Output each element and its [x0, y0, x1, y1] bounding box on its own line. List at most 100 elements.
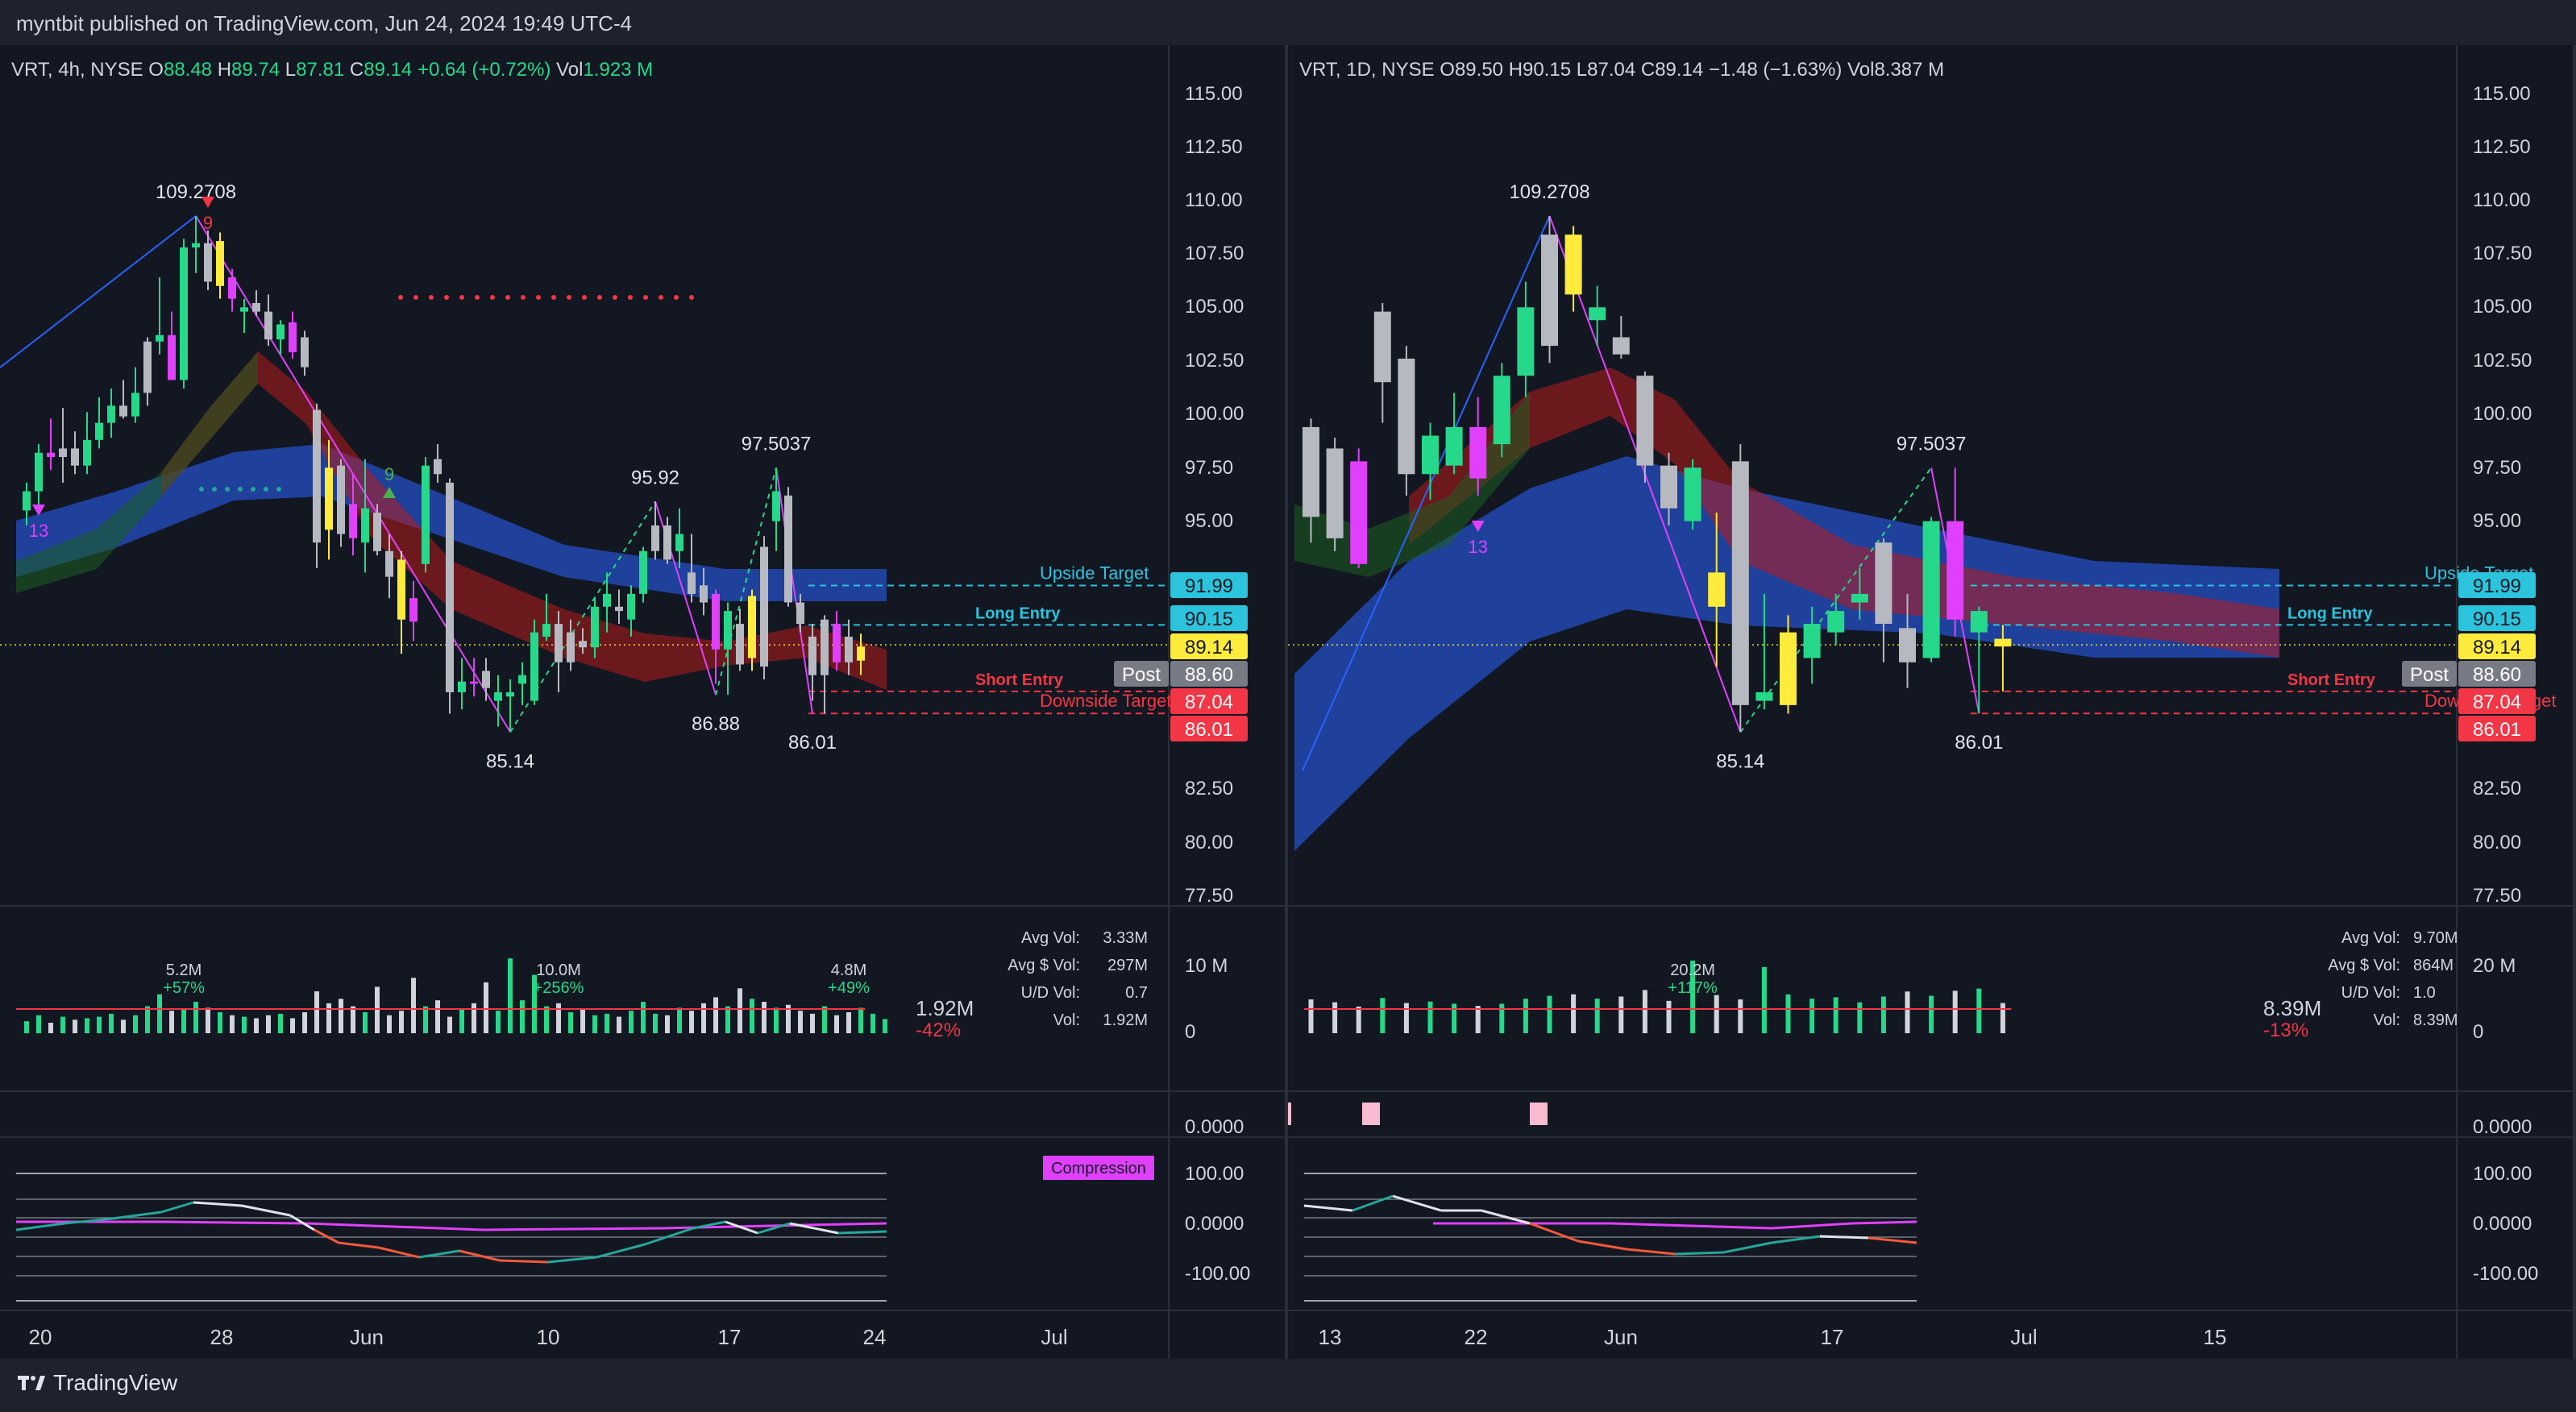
footer-brand: TradingView [53, 1370, 178, 1395]
volume-bar [278, 1013, 283, 1033]
volume-bar [1308, 999, 1314, 1033]
candle-body [1636, 376, 1654, 466]
ohlc-part: O [1440, 59, 1455, 81]
volume-bar [846, 1012, 851, 1033]
candle-body [857, 646, 865, 661]
time-tick: 17 [718, 1325, 742, 1349]
volume-bar [1642, 990, 1647, 1033]
ohlc-part: H [1509, 59, 1523, 81]
ohlc-part: 90.15 [1523, 59, 1577, 81]
support-dot [251, 487, 256, 492]
candle-body [1350, 461, 1368, 564]
price-tag-value: 91.99 [1185, 575, 1233, 597]
volume-bar [1785, 994, 1791, 1033]
candle-body [615, 606, 623, 612]
candle-body [409, 598, 418, 622]
candle-body [313, 409, 321, 543]
ohlc-part: L [285, 59, 296, 81]
price-tag-bg [1170, 633, 1248, 659]
osc-line-segment [1529, 1222, 1579, 1243]
volume-stat-value: 864M [2413, 957, 2453, 974]
price-tick: 82.50 [1185, 778, 1233, 799]
volume-bar [858, 1007, 863, 1033]
price-tick: 95.00 [2473, 510, 2521, 532]
support-dot [212, 487, 217, 492]
price-tag-bg [2458, 716, 2536, 741]
time-tick: 17 [1821, 1325, 1844, 1349]
resistance-dot [398, 295, 403, 300]
candle-body [119, 405, 127, 417]
osc-line-segment [314, 1228, 339, 1244]
price-tick: 105.00 [1185, 296, 1244, 318]
volume-bar [713, 997, 718, 1033]
volume-bar [36, 1015, 41, 1033]
ohlc-part: 8.387 M [1874, 59, 1944, 81]
osc-line-segment [1674, 1251, 1724, 1256]
chart-4h-svg[interactable]: VRT, 4h, NYSE O88.48 H89.74 L87.81 C89.1… [0, 45, 1288, 1359]
attribution-bar: myntbit published on TradingView.com, Ju… [0, 0, 2576, 45]
osc-line-segment [338, 1241, 380, 1249]
candle-body [494, 691, 502, 701]
osc-line-segment [289, 1214, 315, 1231]
candle-body [204, 243, 212, 282]
candle-body [83, 439, 91, 466]
zigzag-segment [715, 467, 777, 696]
candle-body [1780, 632, 1797, 705]
time-tick: 15 [2204, 1325, 2227, 1349]
pivot-label: 85.14 [1716, 750, 1764, 772]
price-tick: 77.50 [1185, 885, 1233, 907]
osc-line-segment [1868, 1236, 1917, 1244]
candle-body [482, 671, 490, 688]
osc-tick: 100.00 [2473, 1163, 2532, 1185]
volume-tick: 0 [2473, 1021, 2483, 1043]
candle-body [337, 465, 345, 534]
post-tag-bg [2402, 661, 2457, 687]
tradingview-logo[interactable]: TradingView [18, 1370, 177, 1396]
candle-body [1541, 235, 1558, 347]
candle-body [1398, 359, 1415, 475]
price-tick: 105.00 [2473, 296, 2532, 318]
candle-body [712, 593, 720, 650]
volume-bar [870, 1013, 875, 1033]
volume-bar [641, 1002, 646, 1033]
price-tick: 95.00 [1185, 510, 1233, 532]
candle-body [385, 550, 393, 577]
level-label-long-entry: Long Entry [975, 604, 1061, 622]
chart-1d-svg[interactable]: VRT, 1D, NYSE O89.50 H90.15 L87.04 C89.1… [1288, 45, 2576, 1359]
chart-panel-1d[interactable]: VRT, 1D, NYSE O89.50 H90.15 L87.04 C89.1… [1288, 45, 2576, 1359]
ohlc-part: H [218, 59, 231, 81]
volume-bar [496, 1011, 501, 1033]
compression-badge-bg [1043, 1156, 1154, 1180]
volume-bar [157, 994, 162, 1033]
osc-tick: 0.0000 [2473, 1213, 2532, 1235]
price-tag-value: 90.15 [1185, 608, 1233, 630]
candle-body [591, 606, 599, 648]
volume-last-pct: -42% [916, 1020, 961, 1041]
volume-bar [677, 1007, 682, 1033]
candle-body [143, 341, 152, 393]
support-dot [264, 487, 268, 492]
volume-bar [230, 1015, 235, 1033]
ohlc-part: 89.74 [231, 59, 285, 81]
osc-line-segment [1303, 1204, 1353, 1212]
volume-bar [387, 1015, 392, 1033]
price-tick: 115.00 [2473, 83, 2531, 105]
resistance-dot [459, 295, 464, 300]
pivot-label: 97.5037 [742, 433, 812, 455]
osc-line-segment [418, 1249, 460, 1259]
candle-body [168, 334, 176, 380]
ohlc-part: Vol [1847, 59, 1874, 81]
resistance-dot [613, 295, 617, 300]
chart-panel-4h[interactable]: VRT, 4h, NYSE O88.48 H89.74 L87.81 C89.1… [0, 45, 1288, 1359]
pivot-label: 109.2708 [1509, 181, 1589, 203]
volume-bar [1499, 1003, 1505, 1033]
osc-line-segment [64, 1217, 114, 1225]
footer-bar: TradingView [0, 1359, 2576, 1412]
candle-body [422, 465, 430, 564]
candle-body [361, 508, 369, 543]
candle-body [107, 405, 115, 423]
candle-body [1373, 311, 1391, 383]
candle-body [796, 602, 804, 625]
resistance-dot [536, 295, 541, 300]
candle-body [688, 572, 696, 594]
